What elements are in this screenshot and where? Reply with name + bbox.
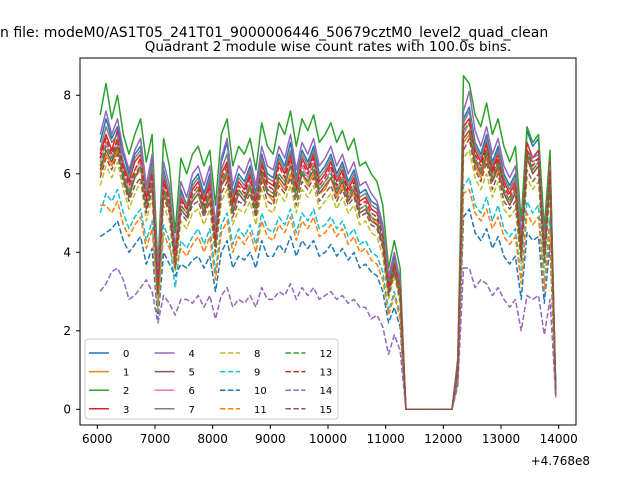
ticks-layer: 6000 7000 8000 9000 10000 11000 12000 13000 1400… [63,88,577,446]
legend-label-11: 11 [254,405,267,416]
x-offset-label: +4.768e8 [531,454,590,468]
legend-label-4: 4 [189,349,195,360]
x-tick-label: 11000 [367,432,405,446]
x-tick-label: 8000 [197,432,228,446]
y-tick-label: 0 [63,402,71,416]
series-line-12 [99,122,557,411]
x-tick-label: 14000 [540,432,578,446]
legend-label-3: 3 [123,405,129,416]
plot-frame [79,57,577,426]
series-line-14 [99,267,557,411]
legend-label-8: 8 [254,349,260,360]
y-tick-label: 6 [63,167,71,181]
series-line-9 [99,176,557,411]
legend-label-5: 5 [189,368,195,379]
x-tick-label: 12000 [424,432,462,446]
legend-label-7: 7 [189,405,195,416]
series-line-11 [100,188,557,411]
legend-label-14: 14 [320,386,333,397]
series-line-13 [99,118,557,411]
y-tick-label: 8 [63,88,71,102]
legend-label-15: 15 [320,405,333,416]
legend-label-12: 12 [320,349,333,360]
series-line-10 [99,208,557,411]
legend-label-13: 13 [320,368,333,379]
legend-label-1: 1 [123,368,129,379]
series-line-2 [99,74,557,411]
x-tick-label: 9000 [255,432,286,446]
legend-label-10: 10 [254,386,267,397]
legend-box [84,338,339,420]
legend-label-9: 9 [254,368,260,379]
x-tick-label: 6000 [82,432,113,446]
legend-label-6: 6 [189,386,195,397]
x-tick-label: 7000 [140,432,171,446]
x-tick-label: 10000 [309,432,347,446]
legend-label-0: 0 [123,349,129,360]
y-tick-label: 4 [63,245,71,259]
series-layer [99,74,557,411]
legend-label-2: 2 [123,386,129,397]
y-tick-label: 2 [63,324,71,338]
x-tick-label: 13000 [482,432,520,446]
series-line-15 [99,137,557,411]
chart-title: Quadrant 2 module wise count rates with … [145,39,511,55]
figure-suptitle: n file: modeM0/AS1T05_241T01_9000006446_… [0,25,548,41]
